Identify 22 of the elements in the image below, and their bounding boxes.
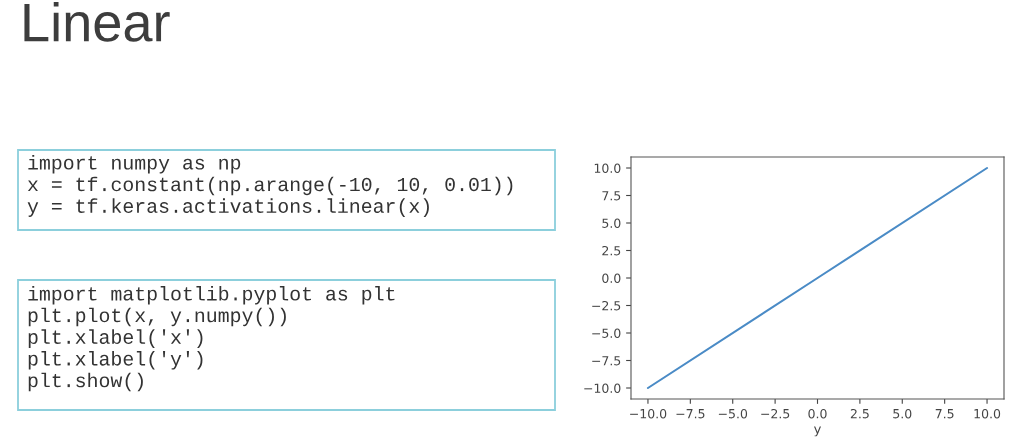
y-tick-label: 2.5 <box>602 245 621 256</box>
text: import numpy as np x = tf.constant(np.arange(-10, 10, 0.01)) y = tf.keras.activations.linear(x) <box>27 155 513 217</box>
x-tick-label: −7.5 <box>676 409 705 419</box>
x-tick-label: 2.5 <box>850 408 869 419</box>
y-tick-label: −7.5 <box>592 356 621 366</box>
y-tick-label: −10.0 <box>584 383 621 393</box>
y-tick-label: 0.0 <box>602 273 621 283</box>
x-tick-label: 0.0 <box>808 408 827 419</box>
text: Linear <box>24 2 170 42</box>
y-tick-label: −2.5 <box>592 300 621 311</box>
x-tick-label: −5.0 <box>718 408 748 419</box>
x-tick-label: 5.0 <box>893 408 912 419</box>
text: import matplotlib.pyplot as plt plt.plot(x, y.numpy()) plt.xlabel('x') plt.xlabel('y') plt.show() <box>28 286 395 392</box>
x-tick-label: 7.5 <box>935 409 954 419</box>
y-tick-label: −5.0 <box>592 328 621 338</box>
x-tick-label: −2.5 <box>761 408 790 419</box>
y-tick-label: 5.0 <box>602 218 621 228</box>
y-tick-label: 7.5 <box>602 191 621 201</box>
x-tick-label: −10.0 <box>630 408 667 419</box>
x-axis-title: y <box>813 426 822 437</box>
x-tick-label: 10.0 <box>974 408 1001 419</box>
y-tick-label: 10.0 <box>594 163 621 173</box>
